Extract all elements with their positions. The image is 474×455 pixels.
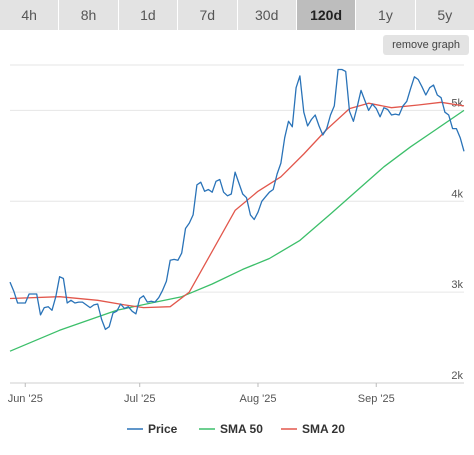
tab-120d[interactable]: 120d (296, 0, 356, 30)
x-tick-label: Sep '25 (358, 393, 395, 405)
x-tick-label: Aug '25 (239, 393, 276, 405)
legend-label: SMA 50 (220, 422, 263, 436)
time-range-tabs: 4h 8h 1d 7d 30d 120d 1y 5y (0, 0, 474, 30)
series-line-price (9, 68, 465, 331)
tab-30d[interactable]: 30d (237, 0, 296, 30)
y-tick-label: 2k (451, 370, 463, 382)
x-tick-label: Jul '25 (124, 393, 155, 405)
legend-label: SMA 20 (302, 422, 345, 436)
x-tick-label: Jun '25 (8, 393, 43, 405)
tab-1d[interactable]: 1d (118, 0, 178, 30)
remove-graph-button[interactable]: remove graph (383, 35, 469, 55)
series-line-sma-50 (9, 109, 465, 352)
series-line-sma-20 (9, 101, 465, 309)
tab-8h[interactable]: 8h (59, 0, 118, 30)
y-tick-label: 4k (451, 188, 463, 200)
tab-4h[interactable]: 4h (0, 0, 59, 30)
legend-label: Price (148, 422, 178, 436)
tab-7d[interactable]: 7d (178, 0, 237, 30)
tab-1y[interactable]: 1y (356, 0, 415, 30)
tab-5y[interactable]: 5y (415, 0, 474, 30)
y-tick-label: 3k (451, 279, 463, 291)
y-tick-label: 5k (451, 97, 463, 109)
